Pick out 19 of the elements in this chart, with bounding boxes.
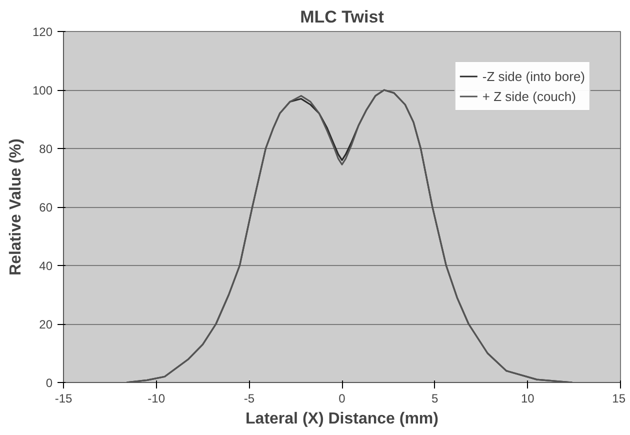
- y-axis-title: Relative Value (%): [8, 138, 24, 276]
- y-tick-label: 0: [46, 376, 53, 390]
- x-tick-label: 0: [338, 392, 346, 406]
- x-tick-label: -15: [54, 392, 72, 406]
- x-tick-label: 15: [612, 392, 626, 406]
- y-tick-label: 60: [39, 200, 53, 214]
- x-tick-label: 5: [431, 392, 438, 406]
- y-tick-label: 40: [39, 259, 53, 273]
- x-tick-label: -10: [148, 392, 166, 406]
- y-tick-label: 80: [39, 142, 53, 156]
- x-axis-title: Lateral (X) Distance (mm): [246, 410, 438, 428]
- x-tick-label: -5: [244, 392, 255, 406]
- chart-title: MLC Twist: [300, 8, 384, 26]
- y-tick-label: 20: [39, 318, 53, 332]
- y-tick-label: 120: [32, 25, 53, 39]
- y-tick-label: 100: [32, 84, 53, 98]
- legend-label: -Z side (into bore): [482, 68, 585, 84]
- x-tick-label: 10: [520, 392, 535, 406]
- legend-label: + Z side (couch): [482, 88, 576, 104]
